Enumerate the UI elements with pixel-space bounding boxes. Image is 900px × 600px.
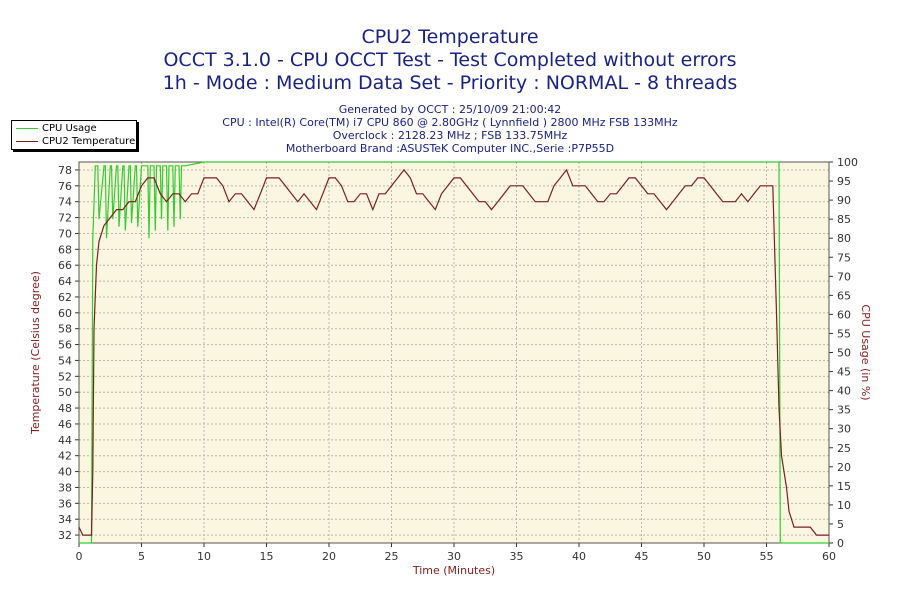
x-tick-label: 50: [697, 550, 711, 563]
x-tick-label: 30: [447, 550, 461, 563]
y-tick-label-left: 58: [58, 323, 72, 336]
y-tick-label-right: 15: [837, 480, 851, 493]
chart-subtitle-test: OCCT 3.1.0 - CPU OCCT Test - Test Comple…: [163, 49, 737, 71]
info-generated: Generated by OCCT : 25/10/09 21:00:42: [338, 103, 562, 116]
y-tick-label-right: 35: [837, 404, 851, 417]
y-tick-label-left: 68: [58, 243, 72, 256]
y-tick-label-left: 50: [58, 386, 72, 399]
y-tick-label-left: 62: [58, 291, 72, 304]
x-tick-label: 40: [572, 550, 586, 563]
y-tick-label-left: 46: [58, 418, 72, 431]
y-tick-label-left: 40: [58, 466, 72, 479]
y-tick-label-right: 10: [837, 499, 851, 512]
series-line-temperature: [78, 168, 829, 536]
x-tick-label: 10: [197, 550, 211, 563]
y-tick-label-left: 64: [58, 275, 72, 288]
y-tick-label-right: 100: [837, 156, 858, 169]
y-tick-label-right: 30: [837, 423, 851, 436]
y-tick-label-left: 44: [58, 434, 72, 447]
y-tick-label-left: 52: [58, 370, 72, 383]
y-tick-label-right: 25: [837, 442, 851, 455]
y-tick-label-left: 32: [58, 529, 72, 542]
y-axis-label-right: CPU Usage (in %): [859, 304, 872, 400]
y-tick-label-left: 72: [58, 212, 72, 225]
x-tick-label: 25: [385, 550, 399, 563]
x-tick-label: 5: [138, 550, 145, 563]
y-tick-label-left: 60: [58, 307, 72, 320]
y-tick-label-left: 76: [58, 180, 72, 193]
y-tick-label-left: 70: [58, 227, 72, 240]
legend-label-cpu-usage: CPU Usage: [42, 123, 97, 134]
y-tick-label-right: 95: [837, 175, 851, 188]
chart-title: CPU2 Temperature: [361, 26, 539, 48]
legend-item-cpu-usage: CPU Usage: [16, 122, 97, 135]
chart-subtitle-mode: 1h - Mode : Medium Data Set - Priority :…: [162, 72, 738, 94]
y-tick-label-right: 55: [837, 327, 851, 340]
y-tick-label-left: 56: [58, 339, 72, 352]
x-tick-label: 45: [635, 550, 649, 563]
series-line-cpu-usage: [79, 161, 829, 544]
y-tick-label-right: 75: [837, 251, 851, 264]
y-tick-label-left: 48: [58, 402, 72, 415]
legend-label-temperature: CPU2 Temperature: [42, 136, 136, 147]
y-tick-label-right: 80: [837, 232, 851, 245]
legend-swatch-temperature: [16, 141, 38, 142]
chart-legend: CPU Usage CPU2 Temperature: [11, 120, 137, 150]
x-axis-label: Time (Minutes): [412, 564, 495, 577]
legend-swatch-cpu-usage: [16, 128, 38, 129]
info-cpu: CPU : Intel(R) Core(TM) i7 CPU 860 @ 2.8…: [222, 116, 678, 129]
y-tick-label-left: 54: [58, 354, 72, 367]
y-tick-label-left: 36: [58, 497, 72, 510]
y-tick-label-right: 40: [837, 385, 851, 398]
y-tick-label-left: 78: [58, 164, 72, 177]
y-tick-label-left: 42: [58, 450, 72, 463]
x-tick-label: 55: [760, 550, 774, 563]
x-tick-label: 0: [76, 550, 83, 563]
y-tick-label-right: 50: [837, 347, 851, 360]
y-tick-label-left: 34: [58, 513, 72, 526]
y-tick-label-left: 66: [58, 259, 72, 272]
x-tick-label: 15: [260, 550, 274, 563]
x-tick-label: 60: [822, 550, 836, 563]
y-tick-label-right: 60: [837, 308, 851, 321]
y-tick-label-right: 70: [837, 270, 851, 283]
x-tick-label: 20: [322, 550, 336, 563]
y-tick-label-right: 85: [837, 213, 851, 226]
y-tick-label-left: 74: [58, 196, 72, 209]
y-tick-label-right: 0: [837, 537, 844, 550]
info-motherboard: Motherboard Brand :ASUSTeK Computer INC.…: [285, 142, 615, 155]
legend-item-temperature: CPU2 Temperature: [16, 135, 135, 148]
info-overclock: Overclock : 2128.23 MHz ; FSB 133.75MHz: [332, 129, 568, 142]
y-tick-label-right: 20: [837, 461, 851, 474]
y-tick-label-right: 90: [837, 194, 851, 207]
x-tick-label: 35: [510, 550, 524, 563]
y-tick-label-right: 45: [837, 366, 851, 379]
y-axis-label-left: Temperature (Celsius degree): [29, 271, 42, 435]
y-tick-label-left: 38: [58, 481, 72, 494]
y-tick-label-right: 5: [837, 518, 844, 531]
y-tick-label-right: 65: [837, 289, 851, 302]
